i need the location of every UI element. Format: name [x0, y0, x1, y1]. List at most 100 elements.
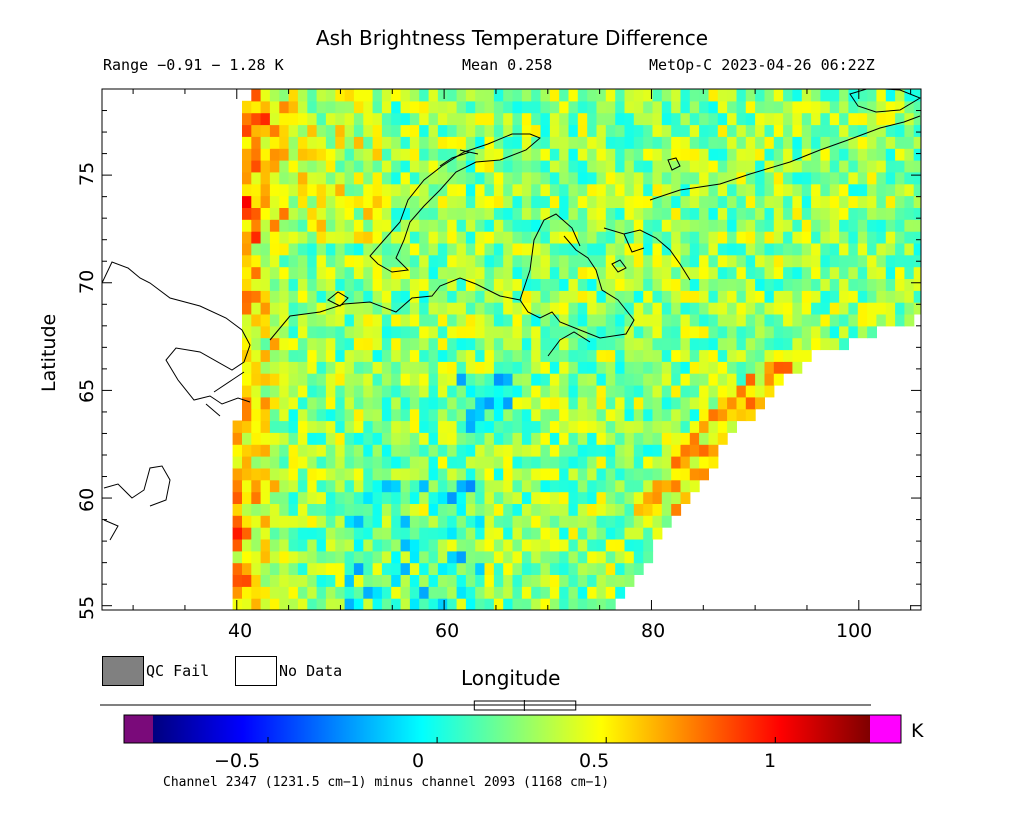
swath-cell [624, 112, 635, 126]
swath-cell [587, 266, 598, 279]
swath-cell [736, 171, 747, 185]
swath-cell [503, 231, 514, 244]
swath-cell [484, 124, 495, 137]
swath-cell [540, 124, 551, 137]
swath-cell [242, 491, 252, 504]
swath-cell [316, 242, 327, 256]
swath-cell [755, 171, 765, 185]
swath-cell [372, 503, 383, 516]
swath-cell [587, 124, 598, 137]
swath-cell [288, 195, 299, 208]
swath-cell [605, 373, 616, 386]
swath-cell [559, 160, 570, 173]
swath-cell [559, 349, 570, 362]
swath-cell [717, 385, 728, 398]
swath-cell [503, 314, 514, 327]
swath-cell [316, 539, 327, 552]
swath-cell [353, 574, 364, 587]
swath-cell [624, 290, 635, 303]
swath-cell [671, 302, 682, 315]
swath-cell [727, 373, 737, 386]
swath-cell [409, 242, 420, 256]
swath-cell [559, 586, 570, 599]
swath-cell [503, 302, 514, 315]
swath-cell [895, 124, 905, 137]
swath-cell [344, 89, 355, 90]
swath-cell [242, 373, 252, 386]
swath-cell [652, 183, 663, 197]
swath-cell [671, 183, 682, 197]
swath-cell [419, 266, 430, 279]
swath-cell [260, 325, 271, 339]
swath-cell [680, 148, 691, 161]
swath-cell [857, 290, 868, 303]
swath-cell [409, 550, 420, 564]
swath-cell [428, 124, 439, 137]
swath-cell [512, 254, 523, 268]
swath-cell [867, 148, 877, 161]
swath-cell [372, 373, 383, 386]
swath-cell [335, 515, 346, 528]
swath-cell [596, 396, 607, 410]
swath-cell [512, 278, 523, 291]
swath-cell [484, 278, 495, 291]
swath-cell [493, 254, 504, 268]
swath-cell [913, 290, 921, 303]
swath-cell [689, 373, 700, 386]
swath-cell [727, 242, 737, 256]
swath-cell [596, 361, 607, 374]
swath-cell [353, 373, 364, 386]
swath-cell [475, 89, 486, 102]
swath-cell [615, 503, 626, 516]
swath-cell [699, 100, 709, 114]
swath-cell [437, 598, 448, 610]
swath-cell [269, 385, 280, 398]
swath-cell [559, 254, 570, 268]
swath-cell [811, 325, 821, 339]
swath-cell [773, 242, 784, 256]
swath-cell [745, 337, 756, 351]
swath-cell [811, 148, 821, 161]
swath-cell [811, 136, 821, 149]
swath-cell [260, 183, 271, 197]
swath-cell [251, 586, 262, 599]
swath-cell [549, 290, 560, 303]
swath-cell [400, 349, 411, 362]
swath-cell [764, 278, 775, 291]
swath-cell [577, 527, 588, 540]
swath-cell [316, 124, 327, 137]
swath-cell [587, 349, 598, 362]
swath-cell [232, 456, 243, 469]
swath-cell [335, 112, 346, 126]
swath-cell [904, 242, 915, 256]
swath-cell [325, 444, 336, 457]
swath-cell [699, 337, 709, 351]
swath-cell [242, 432, 252, 445]
swath-cell [419, 349, 430, 362]
swath-cell [633, 503, 644, 516]
swath-cell [344, 314, 355, 327]
swath-cell [568, 219, 579, 232]
swath-cell [587, 361, 598, 374]
swath-cell [577, 467, 588, 481]
swath-cell [596, 527, 607, 540]
swath-cell [456, 361, 467, 374]
swath-cell [363, 361, 374, 374]
swath-cell [839, 148, 849, 161]
swath-cell [484, 207, 495, 220]
swath-cell [335, 171, 346, 185]
swath-cell [764, 314, 775, 327]
swath-cell [307, 550, 318, 564]
swath-cell [353, 266, 364, 279]
swath-cell [428, 325, 439, 339]
swath-cell [269, 302, 280, 315]
swath-cell [456, 385, 467, 398]
swath-cell [577, 219, 588, 232]
swath-cell [372, 479, 383, 493]
swath-cell [279, 136, 290, 149]
swath-cell [503, 503, 514, 516]
swath-cell [531, 562, 542, 575]
swath-cell [260, 314, 271, 327]
swath-cell [680, 337, 691, 351]
swath-cell [568, 148, 579, 161]
